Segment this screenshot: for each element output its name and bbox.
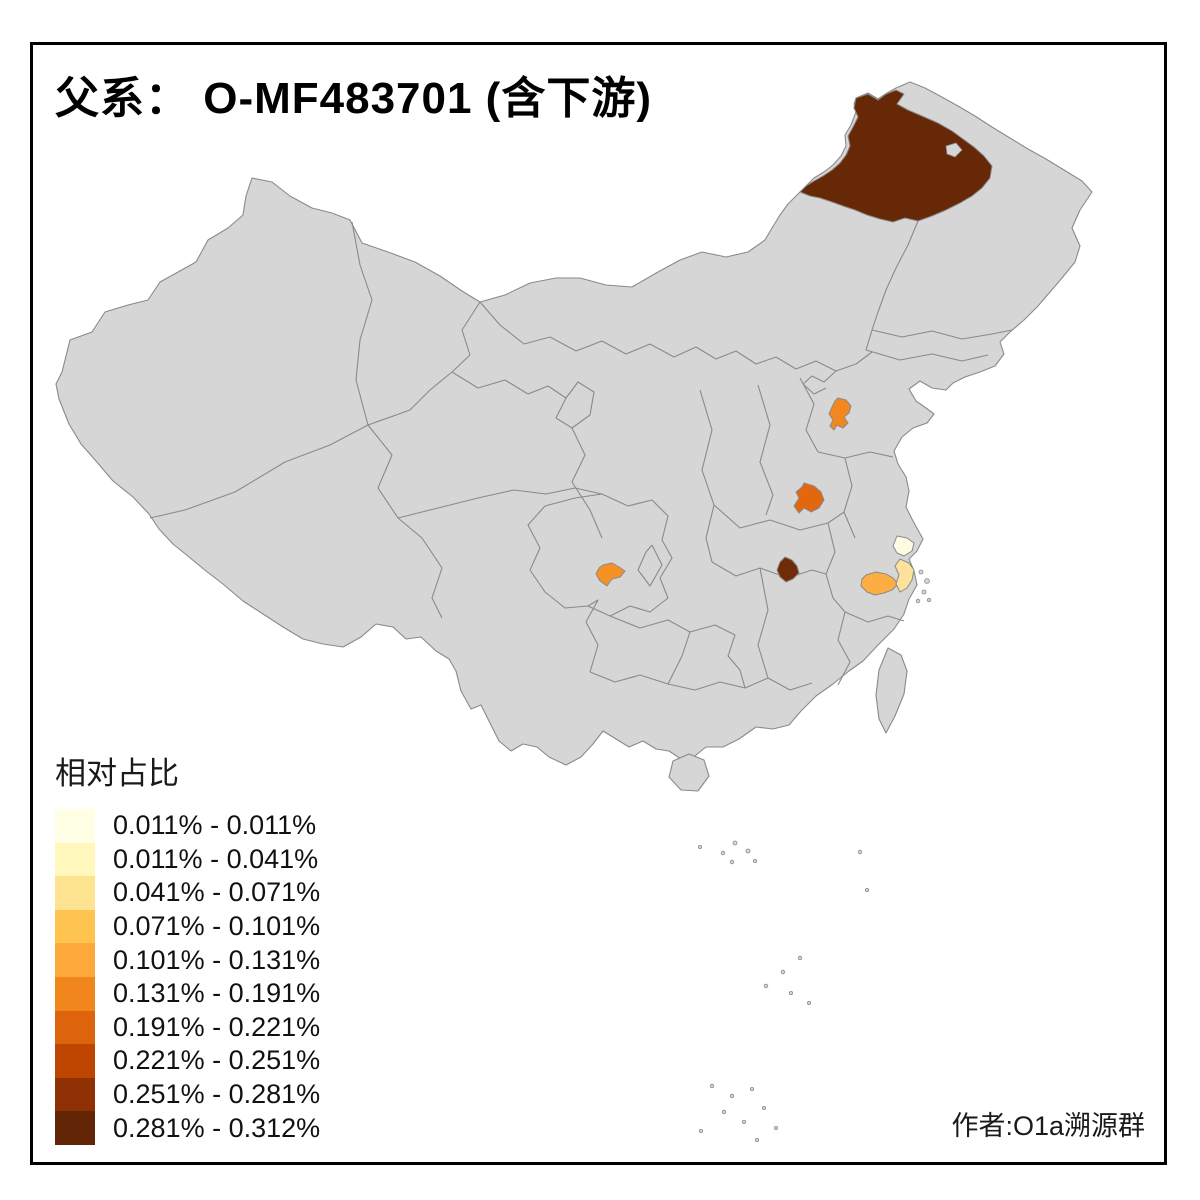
legend-item: 0.011% - 0.011% [55, 809, 320, 843]
legend-item: 0.131% - 0.191% [55, 976, 321, 1011]
hainan-island [668, 753, 710, 792]
legend-swatch [55, 1077, 95, 1112]
map-region-huaibei [793, 482, 825, 514]
map-region-shandong [828, 397, 852, 431]
legend-items: 0.011% - 0.011% 0.011% - 0.041% 0.041% - 0… [55, 809, 320, 1145]
legend-item: 0.041% - 0.071% [55, 876, 320, 910]
map-region-sichuan [595, 562, 626, 587]
legend-item: 0.281% - 0.312% [55, 1111, 320, 1145]
legend-swatch [55, 876, 95, 910]
legend-item-label: 0.041% - 0.071% [113, 877, 321, 908]
south-china-sea-islets [698, 840, 870, 1143]
legend-item: 0.251% - 0.281% [55, 1077, 321, 1112]
legend-item: 0.071% - 0.101% [55, 909, 321, 944]
legend-item-label: 0.011% - 0.041% [113, 843, 319, 874]
legend-item: 0.191% - 0.221% [55, 1010, 321, 1045]
legend-swatch [55, 976, 95, 1011]
legend-title: 相对占比 [55, 756, 179, 791]
legend-item: 0.101% - 0.131% [55, 943, 320, 977]
map-enclave-in-hulunbuir [945, 142, 963, 158]
legend: 相对占比 0.011% - 0.011% 0.011% - 0.041% 0.041… [55, 748, 320, 1145]
legend-item-label: 0.281% - 0.312% [113, 1112, 321, 1143]
legend-swatch [55, 1111, 95, 1145]
legend-item-label: 0.101% - 0.131% [113, 944, 321, 975]
legend-item: 0.011% - 0.041% [55, 842, 320, 877]
legend-item-label: 0.221% - 0.251% [113, 1045, 321, 1076]
legend-swatch [55, 1044, 95, 1078]
legend-swatch [55, 943, 95, 977]
legend-swatch [55, 1010, 95, 1045]
map-region-hulunbuir [799, 89, 993, 223]
legend-swatch [55, 809, 95, 843]
page-title: 父系： O-MF483701 (含下游) [55, 74, 652, 123]
map-region-north-zhejiang [892, 535, 915, 557]
legend-swatch [55, 909, 95, 944]
legend-item-label: 0.191% - 0.221% [113, 1011, 321, 1042]
china-outline [55, 81, 1093, 768]
province-borders [149, 220, 1013, 691]
legend-item: 0.221% - 0.251% [55, 1044, 320, 1078]
legend-item-label: 0.251% - 0.281% [113, 1079, 321, 1110]
taiwan-island [875, 647, 908, 734]
map-region-zhejiang-west [860, 571, 899, 596]
legend-item-label: 0.071% - 0.101% [113, 911, 321, 942]
coastal-islets [915, 569, 932, 604]
legend-item-label: 0.011% - 0.011% [113, 810, 317, 841]
attribution: 作者:O1a溯源群 [951, 1111, 1145, 1141]
legend-item-label: 0.131% - 0.191% [113, 978, 321, 1009]
legend-swatch [55, 842, 95, 877]
map-region-zhejiang-coast [894, 558, 915, 593]
map-region-hubei [776, 556, 800, 583]
